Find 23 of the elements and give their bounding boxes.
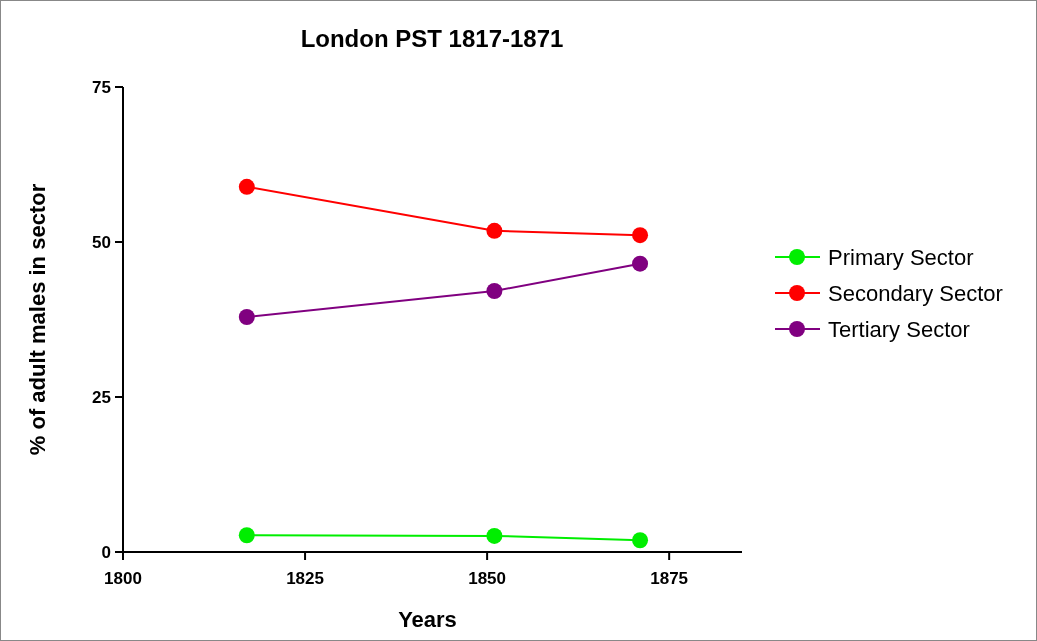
y-tick-label: 75	[92, 77, 111, 97]
y-tick-label: 0	[101, 542, 111, 562]
legend-label: Secondary Sector	[828, 280, 1003, 306]
x-tick-label: 1850	[468, 569, 507, 588]
legend-label: Tertiary Sector	[828, 316, 970, 342]
point	[632, 255, 649, 272]
point	[486, 282, 503, 299]
y-tick-label: 25	[92, 387, 111, 407]
point	[238, 527, 255, 544]
point	[238, 178, 255, 195]
legend-label: Primary Sector	[828, 244, 974, 270]
y-axis-title: % of adult males in sector	[25, 183, 50, 456]
chart-title: London PST 1817-1871	[300, 25, 564, 52]
point	[632, 532, 649, 549]
x-tick-label: 1875	[650, 569, 689, 588]
point	[238, 309, 255, 326]
point	[486, 527, 503, 544]
x-tick-label: 1825	[286, 569, 324, 588]
x-tick-label: 1800	[104, 569, 142, 588]
y-tick-label: 50	[92, 232, 111, 252]
point	[486, 222, 503, 239]
x-axis-title: Years	[398, 607, 457, 632]
point	[632, 227, 649, 244]
